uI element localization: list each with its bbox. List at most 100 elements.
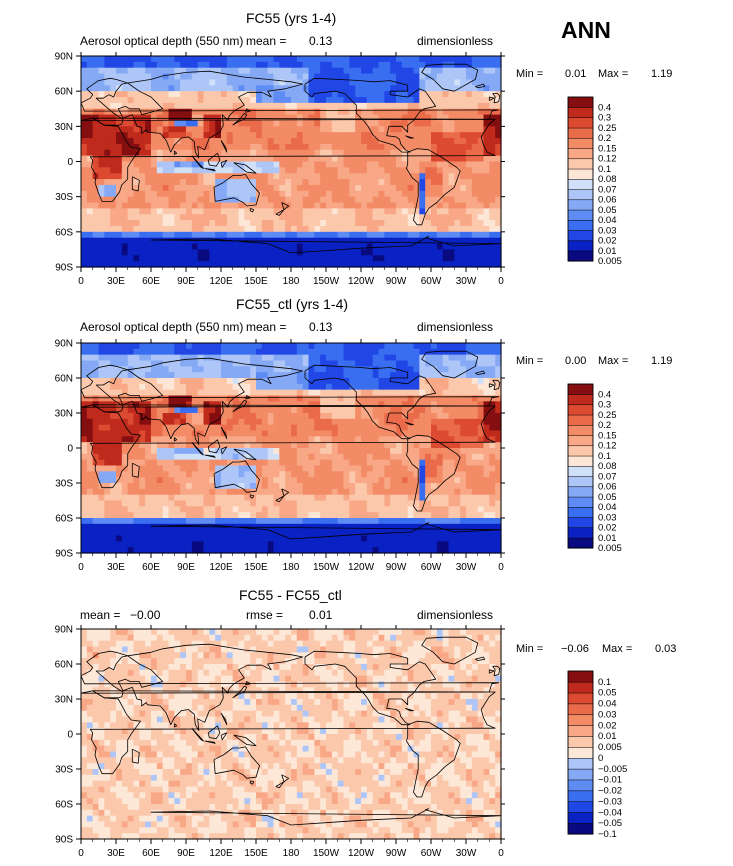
map-cell	[261, 167, 269, 174]
map-cell	[168, 436, 175, 443]
map-cell	[436, 383, 444, 391]
map-cell	[197, 149, 205, 157]
map-cell	[495, 436, 502, 443]
map-cell	[256, 453, 263, 461]
map-cell	[337, 85, 345, 92]
map-cell	[186, 500, 193, 507]
map-cell	[331, 220, 339, 227]
map-cell	[296, 97, 304, 104]
map-cell	[116, 149, 123, 157]
map-cell	[320, 196, 327, 204]
map-cell	[191, 512, 199, 519]
map-cell	[384, 483, 391, 490]
map-cell	[454, 196, 461, 204]
map-cell	[86, 453, 94, 461]
map-cell	[139, 184, 146, 192]
map-cell	[361, 500, 368, 507]
map-cell	[337, 108, 345, 116]
map-cell	[191, 424, 199, 432]
map-cell	[466, 483, 473, 490]
map-cell	[331, 518, 339, 525]
map-cell	[121, 261, 129, 268]
map-cell	[191, 401, 199, 408]
map-cell	[296, 395, 304, 402]
map-cell	[151, 73, 158, 81]
map-cell	[495, 512, 502, 519]
map-cell	[238, 108, 245, 116]
map-cell	[273, 261, 280, 268]
colorbar-frame	[567, 96, 594, 262]
map-cell	[267, 354, 275, 362]
map-cell	[296, 243, 304, 251]
map-cell	[261, 173, 269, 180]
map-cell	[256, 249, 263, 256]
map-cell	[168, 488, 175, 496]
map-cell	[431, 255, 438, 262]
map-cell	[145, 442, 152, 449]
map-cell	[308, 126, 315, 133]
map-cell	[314, 442, 321, 449]
map-cell	[121, 149, 129, 157]
map-cell	[127, 418, 135, 426]
map-cell	[331, 120, 339, 127]
map-cell	[401, 360, 409, 367]
map-cell	[483, 348, 490, 356]
map-cell	[413, 389, 420, 397]
map-cell	[203, 424, 210, 432]
map-cell	[267, 395, 275, 402]
map-cell	[116, 448, 123, 455]
map-cell	[174, 436, 181, 443]
map-cell	[139, 97, 146, 104]
map-cell	[244, 73, 251, 81]
map-cell	[273, 366, 280, 373]
map-cell	[471, 430, 479, 437]
map-cell	[250, 102, 257, 110]
map-cell	[378, 407, 385, 414]
map-cell	[384, 249, 391, 256]
map-cell	[221, 407, 228, 414]
map-cell	[86, 225, 94, 233]
map-cell	[261, 372, 269, 379]
map-cell	[139, 173, 146, 180]
map-cell	[81, 208, 88, 215]
map-cell	[378, 471, 385, 478]
map-cell	[279, 249, 286, 256]
map-cell	[489, 179, 496, 186]
map-cell	[232, 442, 240, 449]
map-cell	[390, 114, 397, 122]
map-cell	[162, 348, 170, 356]
map-cell	[390, 143, 397, 151]
map-cell	[343, 143, 350, 151]
map-cell	[191, 184, 199, 192]
map-cell	[244, 459, 251, 467]
map-cell	[261, 208, 269, 215]
map-cell	[203, 190, 210, 198]
map-cell	[191, 436, 199, 443]
map-cell	[226, 389, 234, 397]
map-cell	[460, 143, 467, 151]
map-cell	[174, 459, 181, 467]
map-cell	[215, 343, 222, 350]
map-cell	[296, 343, 304, 350]
map-cell	[390, 61, 397, 69]
map-cell	[226, 79, 234, 86]
map-cell	[436, 436, 444, 443]
colorbar-label: 0.02	[598, 236, 617, 247]
map-cell	[308, 143, 315, 151]
map-cell	[226, 500, 234, 507]
map-cell	[355, 190, 362, 198]
map-cell	[390, 348, 397, 356]
map-cell	[273, 430, 280, 437]
map-cell	[92, 488, 100, 496]
map-cell	[454, 430, 461, 437]
map-cell	[466, 120, 473, 127]
map-cell	[343, 114, 350, 122]
map-cell	[425, 126, 432, 133]
map-cell	[471, 407, 479, 414]
map-cell	[232, 102, 240, 110]
map-cell	[378, 372, 385, 379]
map-cell	[308, 477, 315, 484]
map-cell	[396, 214, 403, 221]
map-cell	[238, 243, 245, 251]
map-cell	[203, 383, 210, 391]
